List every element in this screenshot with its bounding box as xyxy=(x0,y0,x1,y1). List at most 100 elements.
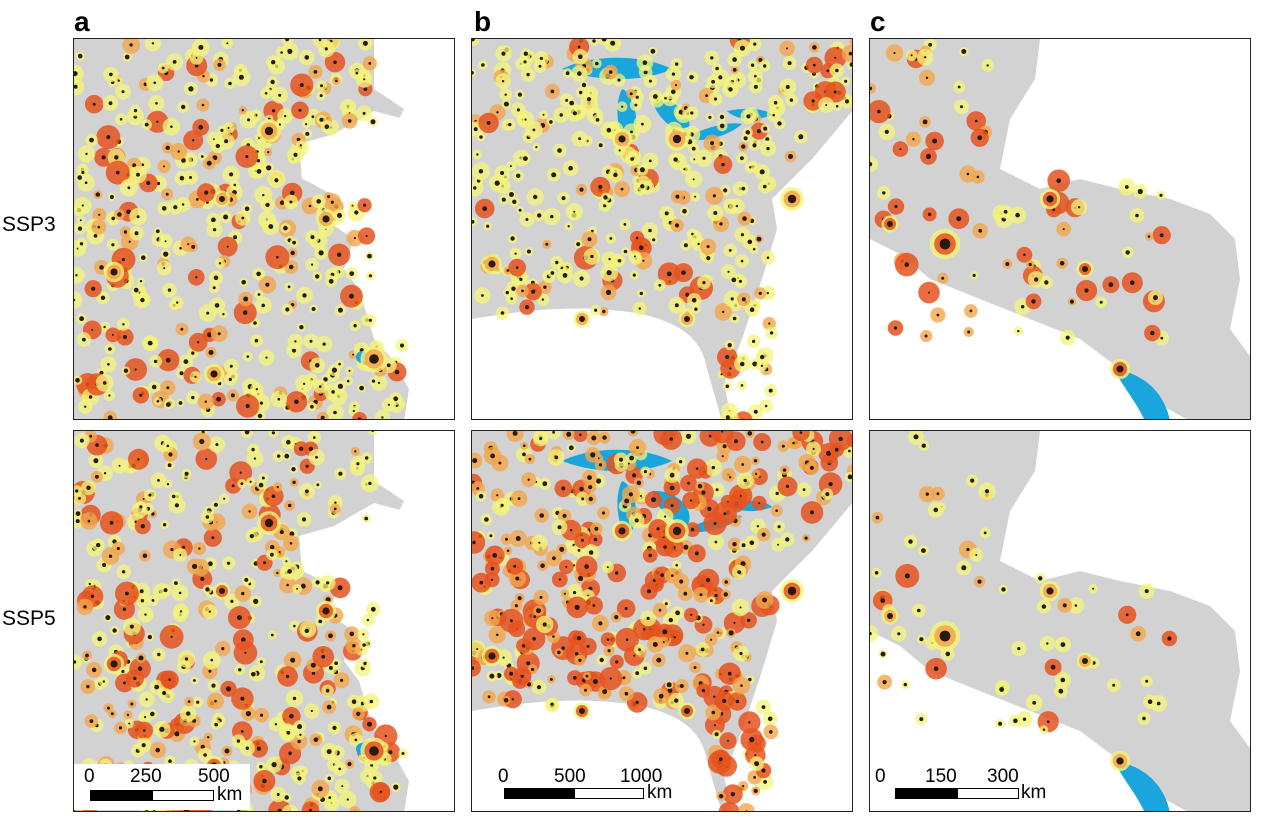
settlement-core xyxy=(213,275,219,281)
settlement-core xyxy=(928,291,930,294)
settlement-core xyxy=(351,204,354,207)
settlement-core xyxy=(714,540,718,544)
settlement-core xyxy=(749,737,755,743)
settlement-core xyxy=(594,308,598,312)
settlement-core xyxy=(168,759,172,763)
settlement-core xyxy=(354,738,358,742)
settlement-core xyxy=(617,78,621,82)
settlement-core xyxy=(595,61,599,66)
settlement-core xyxy=(1028,262,1032,267)
scale-bar-b-white xyxy=(574,788,644,799)
settlement-core xyxy=(217,62,222,67)
settlement-core xyxy=(500,503,504,507)
settlement-core xyxy=(714,593,718,598)
settlement-core xyxy=(204,190,209,195)
settlement-core xyxy=(191,351,195,355)
settlement-core xyxy=(554,455,559,460)
settlement-core xyxy=(508,122,512,127)
settlement-core xyxy=(870,162,873,167)
settlement-core xyxy=(516,173,521,178)
settlement-core xyxy=(103,472,107,475)
settlement-core xyxy=(276,485,279,489)
settlement-core xyxy=(241,279,246,285)
city-core xyxy=(1116,757,1124,765)
settlement-core xyxy=(723,592,728,597)
settlement-core xyxy=(137,458,140,461)
settlement-core xyxy=(257,293,261,296)
settlement-core xyxy=(308,204,312,208)
settlement-core xyxy=(476,153,479,156)
settlement-core xyxy=(74,84,78,89)
scale-tick-b-0: 0 xyxy=(498,766,509,787)
settlement-core xyxy=(326,749,332,755)
settlement-core xyxy=(266,165,272,171)
settlement-core xyxy=(121,570,126,574)
settlement-core xyxy=(574,604,580,610)
settlement-core xyxy=(334,501,337,504)
settlement-core xyxy=(976,175,980,179)
settlement-core xyxy=(633,255,636,258)
settlement-core xyxy=(537,213,542,218)
settlement-core xyxy=(635,95,639,99)
settlement-core xyxy=(1041,604,1047,609)
settlement-core xyxy=(517,497,521,500)
settlement-core xyxy=(998,721,1003,726)
settlement-core xyxy=(182,545,186,550)
settlement-core xyxy=(225,686,232,692)
settlement-core xyxy=(155,102,158,105)
settlement-core xyxy=(691,232,694,236)
settlement-core xyxy=(632,273,636,277)
settlement-core xyxy=(258,482,264,488)
settlement-core xyxy=(961,565,967,571)
settlement-core xyxy=(933,666,939,671)
city-core xyxy=(1046,587,1054,595)
settlement-core xyxy=(509,165,512,168)
settlement-core xyxy=(728,87,733,92)
settlement-core xyxy=(217,332,221,336)
settlement-core xyxy=(577,636,582,641)
city-core xyxy=(672,526,682,536)
settlement-layer xyxy=(74,39,409,419)
settlement-core xyxy=(85,653,89,658)
settlement-core xyxy=(213,502,218,507)
settlement-core xyxy=(310,662,316,668)
settlement-core xyxy=(178,591,182,595)
settlement-core xyxy=(719,757,723,761)
settlement-core xyxy=(141,163,145,166)
settlement-core xyxy=(270,633,274,637)
sea-area xyxy=(304,39,454,419)
settlement-core xyxy=(625,638,629,641)
settlement-core xyxy=(576,242,581,247)
settlement-core xyxy=(156,400,160,403)
settlement-core xyxy=(364,516,369,521)
settlement-core xyxy=(740,684,743,687)
gulf-of-mexico xyxy=(472,700,722,811)
settlement-core xyxy=(984,489,990,494)
settlement-core xyxy=(967,330,971,334)
settlement-core xyxy=(105,615,111,621)
settlement-core xyxy=(337,213,342,218)
settlement-core xyxy=(323,377,328,382)
settlement-core xyxy=(669,437,673,441)
settlement-core xyxy=(552,635,555,638)
settlement-core xyxy=(296,587,299,590)
settlement-core xyxy=(847,474,852,480)
settlement-core xyxy=(259,401,263,405)
settlement-core xyxy=(330,200,334,204)
settlement-core xyxy=(151,42,155,45)
city-core xyxy=(787,194,797,204)
settlement-core xyxy=(369,699,374,704)
settlement-core xyxy=(279,530,284,535)
settlement-core xyxy=(594,526,599,531)
scale-tick-a-2: 500 xyxy=(198,766,230,787)
settlement-core xyxy=(205,515,210,519)
settlement-core xyxy=(163,267,166,270)
settlement-core xyxy=(359,385,364,391)
settlement-core xyxy=(945,651,951,657)
map-b-ssp5 xyxy=(472,431,852,811)
settlement-core xyxy=(766,146,770,151)
settlement-halo xyxy=(506,431,524,442)
settlement-core xyxy=(241,109,244,112)
settlement-core xyxy=(1034,277,1039,282)
map-panel-a-ssp3 xyxy=(73,38,455,420)
